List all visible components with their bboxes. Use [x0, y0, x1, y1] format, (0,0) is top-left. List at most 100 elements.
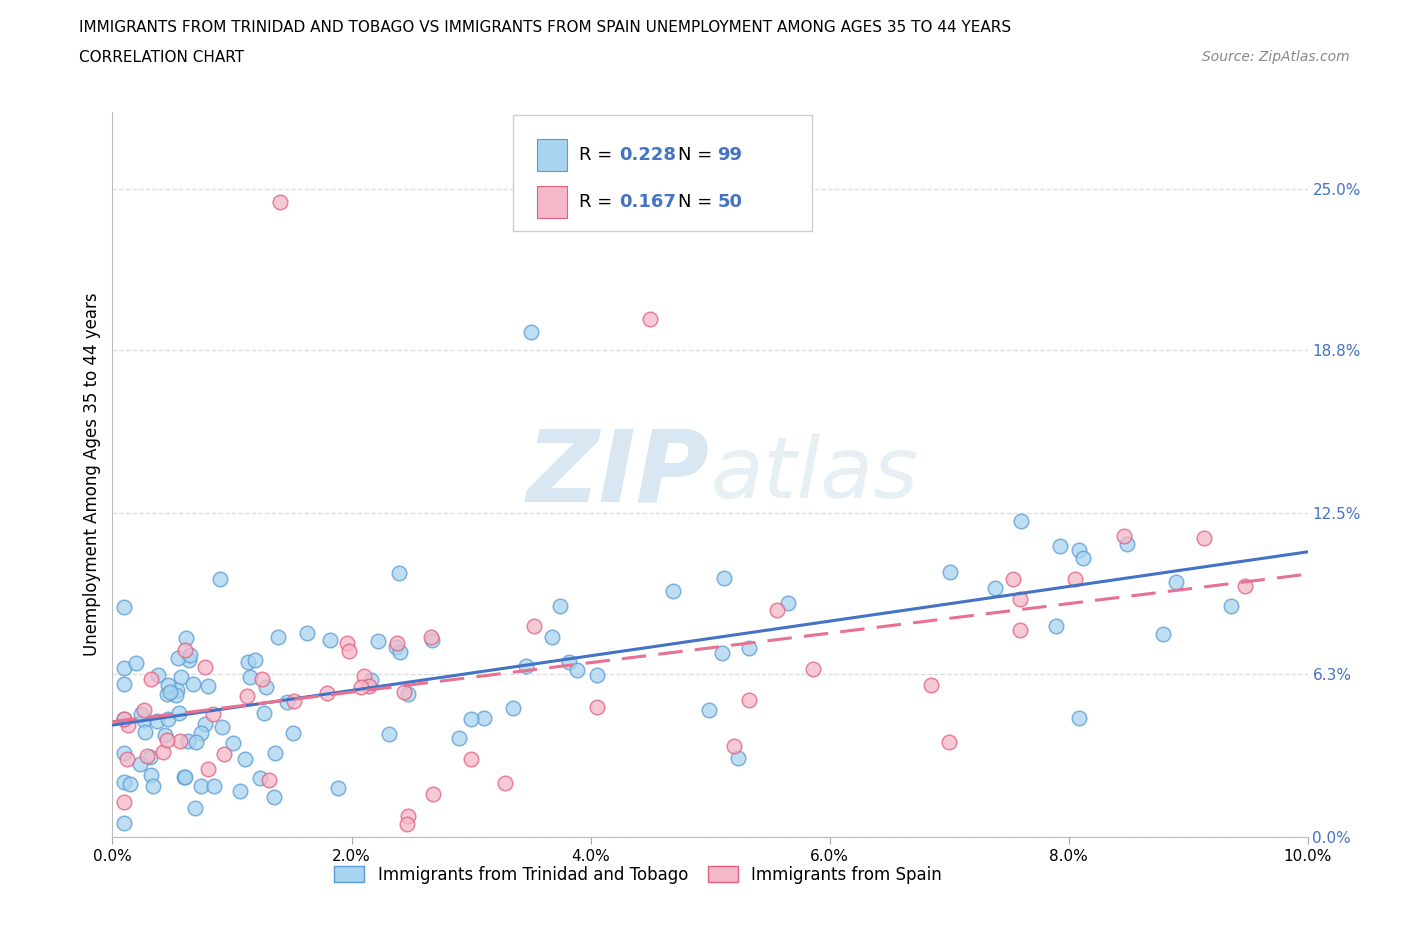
Point: [1234, 579, 1257, 594]
Point: [377, 726, 399, 741]
Point: [177, 653, 200, 668]
Point: [236, 688, 259, 703]
Point: [181, 676, 204, 691]
Point: [146, 668, 169, 683]
Point: [422, 632, 444, 647]
Point: [153, 727, 176, 742]
Point: [550, 599, 572, 614]
Point: [388, 566, 411, 581]
Point: [713, 571, 735, 586]
Point: [250, 671, 273, 686]
Point: [1064, 571, 1087, 586]
Point: [502, 700, 524, 715]
Point: [776, 595, 799, 610]
Text: atlas: atlas: [710, 432, 918, 516]
Point: [460, 711, 482, 726]
Text: R =: R =: [579, 146, 617, 164]
Point: [350, 680, 373, 695]
Point: [585, 699, 607, 714]
Point: [557, 655, 579, 670]
Point: [1073, 551, 1095, 565]
Point: [520, 325, 543, 339]
Point: [167, 650, 190, 665]
Point: [139, 767, 162, 782]
Point: [384, 639, 406, 654]
Point: [142, 778, 165, 793]
Point: [211, 720, 233, 735]
Point: [766, 603, 789, 618]
Text: CORRELATION CHART: CORRELATION CHART: [79, 50, 243, 65]
Point: [114, 661, 135, 676]
Point: [197, 762, 219, 777]
Text: Source: ZipAtlas.com: Source: ZipAtlas.com: [1202, 50, 1350, 64]
Point: [697, 703, 720, 718]
Point: [167, 706, 190, 721]
Point: [249, 771, 271, 786]
Point: [114, 677, 135, 692]
Point: [156, 686, 179, 701]
Point: [1008, 622, 1031, 637]
Text: IMMIGRANTS FROM TRINIDAD AND TOBAGO VS IMMIGRANTS FROM SPAIN UNEMPLOYMENT AMONG : IMMIGRANTS FROM TRINIDAD AND TOBAGO VS I…: [79, 20, 1011, 35]
Point: [388, 644, 411, 659]
Point: [257, 772, 280, 787]
Point: [353, 669, 375, 684]
Point: [662, 584, 685, 599]
Point: [1002, 572, 1025, 587]
Point: [173, 769, 195, 784]
Point: [1114, 529, 1136, 544]
FancyBboxPatch shape: [513, 115, 811, 232]
Point: [472, 711, 495, 725]
Point: [202, 778, 225, 793]
Point: [212, 746, 235, 761]
Point: [179, 647, 201, 662]
Point: [396, 686, 419, 701]
Point: [139, 750, 162, 764]
Point: [938, 735, 960, 750]
Point: [233, 752, 256, 767]
Point: [114, 775, 135, 790]
Point: [173, 770, 195, 785]
Point: [157, 677, 180, 692]
Point: [269, 195, 291, 210]
Point: [357, 679, 380, 694]
Point: [387, 636, 409, 651]
Point: [920, 678, 942, 693]
Point: [145, 714, 167, 729]
Point: [129, 707, 152, 722]
Point: [264, 746, 287, 761]
Point: [1045, 619, 1067, 634]
Point: [295, 625, 318, 640]
Point: [166, 683, 188, 698]
Point: [128, 757, 150, 772]
Point: [738, 641, 761, 656]
Point: [710, 645, 733, 660]
Point: [640, 312, 662, 326]
Point: [319, 632, 342, 647]
Point: [1008, 591, 1031, 606]
Text: 0.167: 0.167: [619, 193, 676, 211]
Point: [174, 631, 197, 645]
Point: [336, 635, 359, 650]
Text: R =: R =: [579, 193, 617, 211]
Point: [565, 662, 588, 677]
Text: 99: 99: [717, 146, 742, 164]
Point: [114, 816, 135, 830]
Point: [276, 694, 298, 709]
Point: [1069, 542, 1091, 557]
Point: [326, 780, 349, 795]
Point: [229, 783, 252, 798]
Point: [239, 670, 262, 684]
Point: [254, 680, 277, 695]
Point: [169, 734, 191, 749]
Point: [396, 809, 419, 824]
Point: [243, 652, 266, 667]
Point: [801, 662, 824, 677]
Point: [267, 629, 290, 644]
Point: [315, 685, 337, 700]
Point: [738, 693, 761, 708]
Y-axis label: Unemployment Among Ages 35 to 44 years: Unemployment Among Ages 35 to 44 years: [83, 293, 101, 656]
Point: [194, 659, 217, 674]
Point: [125, 656, 148, 671]
Point: [202, 707, 225, 722]
Point: [494, 776, 516, 790]
